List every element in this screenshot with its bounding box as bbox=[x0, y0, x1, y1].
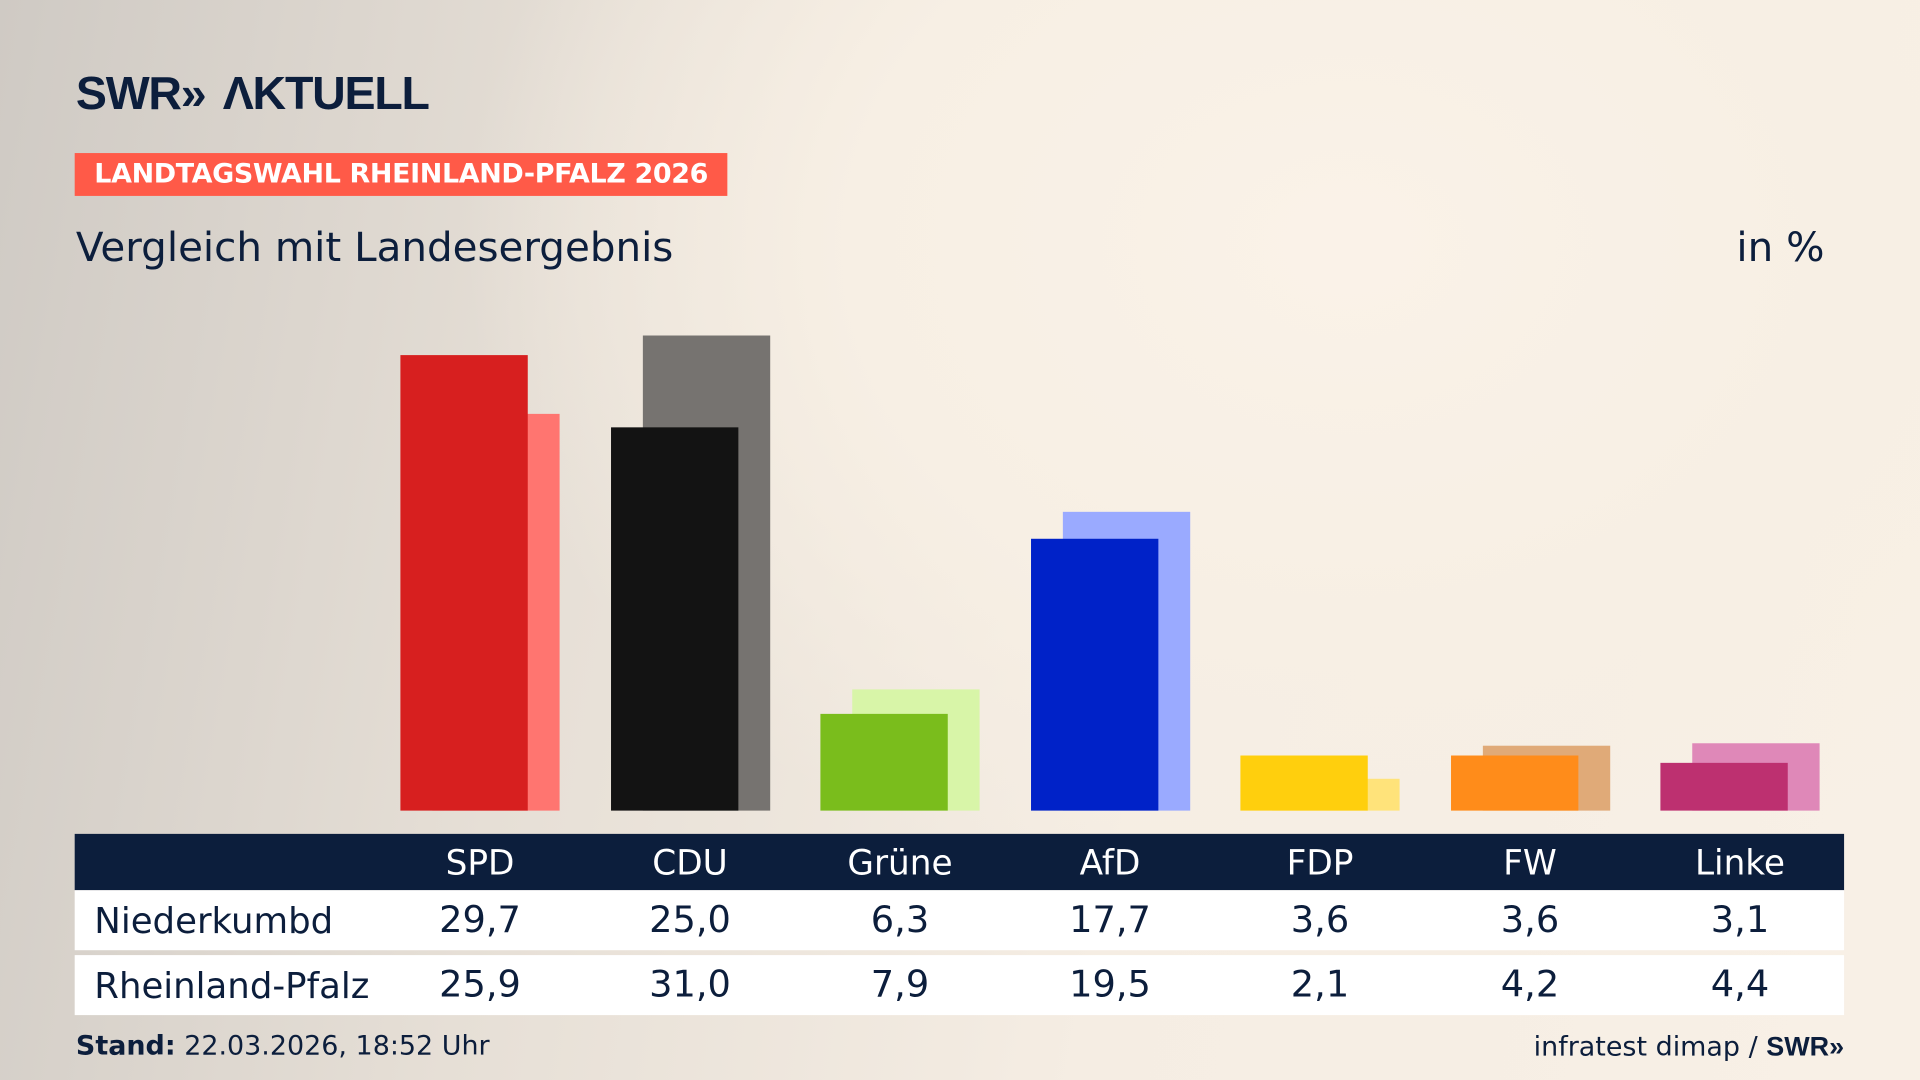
value-cell: 2,1 bbox=[1290, 963, 1350, 1007]
election-tag: LANDTAGSWAHL RHEINLAND-PFALZ 2026 bbox=[74, 153, 728, 196]
party-header: FW bbox=[1503, 842, 1557, 883]
stand-label: Stand: bbox=[75, 1031, 176, 1062]
bar-fdp-local bbox=[1240, 755, 1368, 811]
party-header: CDU bbox=[652, 842, 728, 883]
value-cell: 3,1 bbox=[1710, 898, 1770, 942]
value-cell: 31,0 bbox=[649, 963, 731, 1007]
value-cell: 3,6 bbox=[1290, 898, 1350, 942]
unit-label: in % bbox=[1736, 222, 1825, 271]
value-cell: 6,3 bbox=[870, 898, 930, 942]
party-header: AfD bbox=[1079, 842, 1141, 883]
value-cell: 17,7 bbox=[1069, 898, 1151, 942]
party-header: SPD bbox=[445, 842, 515, 883]
value-cell: 3,6 bbox=[1500, 898, 1560, 942]
value-cell: 25,0 bbox=[649, 898, 731, 942]
bar-grüne-local bbox=[820, 714, 948, 811]
stand-value: 22.03.2026, 18:52 Uhr bbox=[184, 1031, 490, 1062]
value-cell: 25,9 bbox=[439, 963, 521, 1007]
bar-linke-local bbox=[1660, 763, 1788, 811]
source: infratest dimap / SWR» bbox=[1534, 1031, 1844, 1063]
row-label: Rheinland-Pfalz bbox=[94, 964, 370, 1007]
bar-afd-local bbox=[1030, 539, 1158, 811]
bar-spd-local bbox=[400, 355, 528, 811]
party-header: Linke bbox=[1694, 842, 1786, 883]
swr-logo: SWR» bbox=[1766, 1031, 1845, 1062]
party-header: FDP bbox=[1286, 842, 1354, 883]
value-cell: 19,5 bbox=[1069, 963, 1151, 1007]
bar-chart bbox=[400, 335, 1820, 811]
source-text: infratest dimap / bbox=[1533, 1032, 1758, 1063]
bar-fw-local bbox=[1450, 755, 1578, 811]
chart-subtitle: Vergleich mit Landesergebnis bbox=[75, 222, 674, 271]
results-table: SPD CDU Grüne AfD FDP FW Linke Niederkumbd 29,… bbox=[74, 833, 1845, 1016]
party-header: Grüne bbox=[847, 842, 953, 883]
swr-aktuell-logo: SWR» ΛKTUELL bbox=[75, 68, 430, 121]
value-cell: 7,9 bbox=[870, 963, 930, 1007]
value-cell: 4,2 bbox=[1500, 963, 1560, 1007]
row-label: Niederkumbd bbox=[94, 900, 334, 942]
value-cell: 29,7 bbox=[439, 898, 521, 942]
table-header: SPD CDU Grüne AfD FDP FW Linke bbox=[74, 833, 1845, 891]
timestamp: Stand: 22.03.2026, 18:52 Uhr bbox=[76, 1031, 490, 1062]
table-row: Niederkumbd 29,7 25,0 6,3 17,7 3,6 3,6 3,1 bbox=[74, 890, 1845, 951]
value-cell: 4,4 bbox=[1710, 963, 1770, 1007]
table-row: Rheinland-Pfalz 25,9 31,0 7,9 19,5 2,1 4,2 4,4 bbox=[74, 955, 1845, 1016]
bar-cdu-local bbox=[610, 427, 738, 811]
